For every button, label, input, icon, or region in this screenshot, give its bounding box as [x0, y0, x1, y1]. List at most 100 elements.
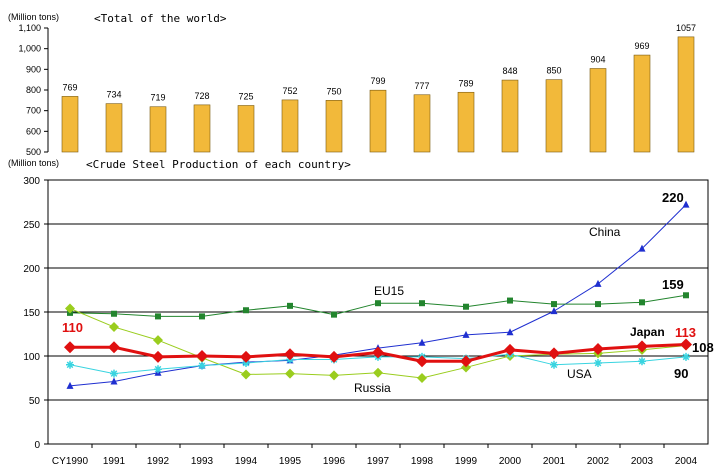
top-y-tick-label: 900 — [26, 64, 41, 74]
eu15-point — [331, 311, 337, 318]
usa-label: USA — [567, 367, 592, 381]
x-tick-label: 2004 — [675, 456, 698, 467]
x-tick-label: 2003 — [631, 456, 654, 467]
japan-point — [592, 342, 604, 355]
y-tick-label: 300 — [23, 176, 40, 187]
japan-point — [460, 355, 472, 368]
x-tick-label: CY1990 — [52, 456, 89, 467]
china-point — [682, 200, 690, 208]
bar-value-label: 750 — [326, 86, 341, 96]
eu15-point — [199, 313, 205, 320]
eu15-point — [243, 307, 249, 314]
japan-point — [416, 355, 428, 368]
china-point — [594, 279, 602, 287]
china-point — [506, 328, 514, 336]
top-y-tick-label: 700 — [26, 106, 41, 116]
bottom-chart-title: <Crude Steel Production of each country> — [86, 158, 351, 171]
usa-point — [550, 360, 558, 369]
y-tick-label: 100 — [23, 352, 40, 363]
y-tick-label: 200 — [23, 264, 40, 275]
country-line-chart: (Million tons) <Crude Steel Production o… — [8, 158, 714, 467]
eu15-point — [639, 299, 645, 306]
y-tick-label: 50 — [29, 396, 41, 407]
eu15-point — [595, 301, 601, 308]
x-tick-label: 2000 — [499, 456, 522, 467]
bar-value-label: 752 — [282, 86, 297, 96]
x-tick-label: 1996 — [323, 456, 346, 467]
bar-value-label: 728 — [194, 91, 209, 101]
bar-CY1990 — [61, 96, 79, 153]
x-tick-label: 1998 — [411, 456, 434, 467]
x-tick-label: 2001 — [543, 456, 566, 467]
japan-point — [284, 348, 296, 361]
japan-point — [152, 350, 164, 363]
y-tick-label: 250 — [23, 220, 40, 231]
usa-point — [110, 369, 118, 378]
bottom-unit-label: (Million tons) — [8, 158, 59, 168]
eu15-point — [111, 310, 117, 317]
x-tick-label: 1995 — [279, 456, 302, 467]
japan-point — [196, 350, 208, 362]
usa-point — [242, 359, 250, 368]
eu15-point — [375, 300, 381, 307]
top-y-tick-label: 500 — [26, 147, 41, 157]
china-point — [110, 377, 118, 385]
bar-2003 — [633, 54, 651, 153]
china-label: China — [589, 225, 621, 239]
top-chart-title: <Total of the world> — [94, 12, 227, 25]
japan-label: Japan — [630, 325, 665, 339]
bar-1994 — [237, 105, 255, 153]
bar-1991 — [105, 103, 123, 153]
bar-2001 — [545, 79, 563, 153]
japan-point — [504, 343, 516, 356]
eu15-point — [551, 301, 557, 308]
japan-point — [548, 347, 560, 360]
bar-value-label: 799 — [370, 76, 385, 86]
eu15-label: EU15 — [374, 284, 404, 298]
top-y-tick-label: 800 — [26, 85, 41, 95]
china-point — [66, 381, 74, 389]
eu15-point — [683, 292, 689, 299]
russia-point — [241, 369, 251, 380]
x-tick-label: 1993 — [191, 456, 214, 467]
russia-label: Russia — [354, 381, 391, 395]
russia-point — [109, 321, 119, 332]
eu15-point — [463, 303, 469, 310]
japan-point — [64, 341, 76, 354]
series-markers — [64, 200, 692, 389]
usa-end-value: 90 — [674, 366, 688, 381]
japan-end-value: 113 — [675, 325, 696, 340]
top-y-tick-label: 600 — [26, 126, 41, 136]
y-tick-label: 150 — [23, 308, 40, 319]
world-total-bar-chart: (Million tons) <Total of the world> 500 6… — [8, 12, 696, 157]
bar-1995 — [281, 99, 299, 153]
bar-1998 — [413, 94, 431, 153]
russia-point — [373, 367, 383, 378]
china-point — [638, 244, 646, 252]
y-tick-label: 0 — [34, 440, 40, 451]
x-tick-label: 1999 — [455, 456, 478, 467]
bar-value-label: 904 — [590, 55, 605, 65]
bottom-axes: 0 50 100 150 200 250 300 CY1990 1991 1992 1993 1994… — [23, 176, 697, 467]
top-y-tick-label: 1,000 — [18, 44, 41, 54]
russia-point — [461, 362, 471, 373]
bar-1999 — [457, 91, 475, 153]
russia-point — [65, 303, 75, 314]
russia-point — [329, 370, 339, 381]
china-end-value: 220 — [662, 190, 684, 205]
top-y-axis: 500 600 700 800 900 1,000 1,100 — [18, 23, 49, 157]
japan-point — [328, 350, 340, 363]
eu15-point — [287, 302, 293, 309]
x-tick-label: 1991 — [103, 456, 126, 467]
bar-value-label: 777 — [414, 81, 429, 91]
usa-point — [682, 352, 690, 361]
x-tick-label: 1997 — [367, 456, 390, 467]
bar-1996 — [325, 100, 343, 153]
bar-2000 — [501, 79, 519, 153]
japan-point — [372, 346, 384, 359]
russia-end-value: 108 — [692, 340, 714, 355]
bar-1992 — [149, 106, 167, 153]
x-tick-label: 2002 — [587, 456, 610, 467]
top-y-tick-label: 1,100 — [18, 23, 41, 33]
